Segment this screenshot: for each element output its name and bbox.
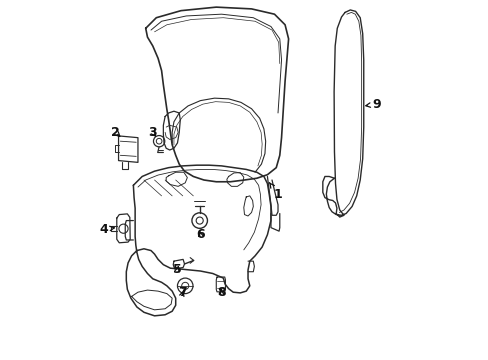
Text: 3: 3 [148,126,157,139]
Text: 8: 8 [217,287,225,300]
Text: 6: 6 [196,228,204,241]
Text: 5: 5 [173,264,182,276]
Text: 2: 2 [111,126,120,139]
Text: 9: 9 [365,98,380,111]
Text: 1: 1 [269,183,282,201]
Text: 4: 4 [99,223,114,236]
Text: 7: 7 [178,287,187,300]
